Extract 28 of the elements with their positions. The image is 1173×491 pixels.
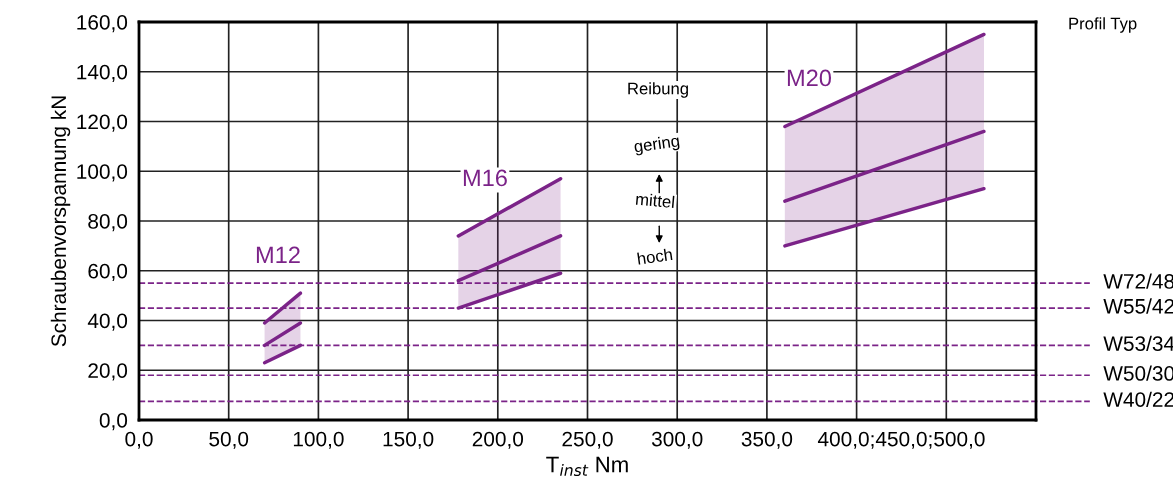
x-tick-label: 250,0 bbox=[562, 431, 613, 449]
y-tick-label: 160,0 bbox=[77, 15, 128, 33]
y-tick-label: 40,0 bbox=[87, 313, 128, 331]
y-tick-label: 20,0 bbox=[88, 363, 128, 381]
x-tick-label: 400,0;450,0;500,0 bbox=[817, 431, 985, 449]
y-tick-label: 100,0 bbox=[77, 164, 128, 182]
x-tick-label: 350,0 bbox=[741, 431, 793, 449]
annotation: M20 bbox=[787, 69, 832, 87]
annotation: M12 bbox=[256, 246, 300, 264]
x-tick-label: 100,0 bbox=[293, 431, 344, 449]
x-tick-label: 200,0 bbox=[472, 431, 524, 449]
y-tick-label: 80,0 bbox=[88, 214, 128, 232]
x-tick-label: 150,0 bbox=[383, 431, 434, 449]
y-axis-title: Schraubenvorspannung kN bbox=[50, 96, 71, 347]
annotation: mittel bbox=[635, 192, 675, 209]
annotation: M16 bbox=[463, 169, 507, 187]
y-tick-label: 120,0 bbox=[77, 114, 128, 132]
annotation: Reibung bbox=[628, 82, 688, 98]
annotation: hoch bbox=[637, 247, 673, 265]
x-axis-title: T$_{inst}$ Nm bbox=[546, 456, 628, 477]
annotation: gering bbox=[633, 134, 680, 156]
y-tick-label: 0,0 bbox=[99, 413, 128, 431]
x-tick-label: 0,0 bbox=[125, 431, 153, 449]
x-tick-label: 300,0 bbox=[651, 431, 703, 449]
x-tick-label: 50,0 bbox=[209, 431, 249, 449]
text: Profil Typ bbox=[1069, 17, 1137, 33]
y-tick-label: 60,0 bbox=[88, 263, 128, 281]
y-tick-label: 140,0 bbox=[77, 64, 128, 82]
